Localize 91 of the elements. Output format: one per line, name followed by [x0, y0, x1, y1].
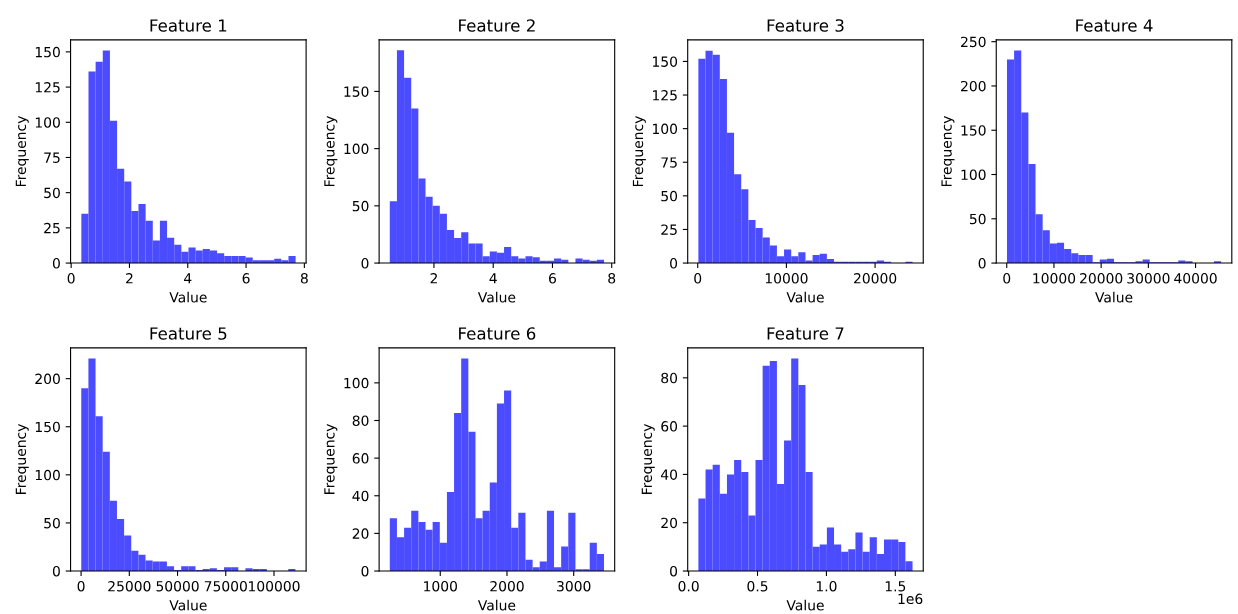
x-tick-label: 1.0	[816, 580, 837, 592]
x-tick-label: 1000	[424, 580, 457, 592]
chart-title: Feature 6	[459, 327, 536, 340]
y-tick-label: 40	[660, 469, 678, 480]
y-tick-label: 60	[661, 421, 678, 432]
y-axis-title: Frequency	[15, 116, 29, 186]
y-tick-label: 20	[661, 517, 678, 529]
y-tick-label: 50	[969, 213, 986, 225]
x-tick-label: 6	[549, 273, 556, 284]
y-axis-title: Frequency	[641, 423, 655, 494]
y-tick-label: 50	[44, 517, 60, 529]
y-tick-label: 100	[961, 169, 986, 180]
y-axis-title: Frequency	[15, 423, 29, 494]
y-tick-label: 20	[352, 528, 369, 539]
y-tick-label: 200	[961, 80, 986, 92]
x-axis-title: Value	[786, 291, 824, 303]
x-tick-label: 8	[300, 273, 308, 284]
x-tick-label: 0	[694, 273, 702, 284]
y-tick-label: 75	[661, 157, 677, 168]
x-tick-label: 2	[430, 273, 437, 284]
text: 1e6	[898, 593, 923, 605]
y-tick-label: 50	[352, 200, 369, 212]
x-axis-title: Value	[169, 599, 207, 611]
x-tick-label: 20000	[854, 273, 897, 284]
x-tick-label: 30000	[1127, 273, 1170, 284]
x-tick-label: 25000	[108, 580, 151, 592]
y-tick-label: 0	[52, 565, 60, 577]
y-tick-label: 150	[344, 86, 369, 97]
x-tick-label: 6	[242, 273, 250, 284]
x-axis-title: Value	[477, 291, 516, 303]
y-tick-label: 25	[661, 224, 677, 235]
y-tick-label: 125	[652, 90, 677, 101]
x-tick-label: 10000	[1033, 273, 1076, 284]
y-tick-label: 50	[661, 190, 678, 202]
chart-title: Feature 1	[150, 19, 227, 32]
x-axis-title: Value	[1095, 291, 1133, 303]
x-axis-title: Value	[786, 599, 824, 611]
y-tick-label: 100	[35, 469, 60, 481]
y-tick-label: 100	[344, 377, 369, 389]
x-axis-title: Value	[169, 291, 207, 303]
chart-title: Feature 2	[459, 19, 535, 32]
y-tick-label: 150	[35, 46, 60, 58]
x-tick-label: 4	[184, 273, 192, 284]
y-tick-label: 60	[352, 453, 369, 464]
x-tick-label: 20000	[1080, 273, 1123, 284]
y-tick-label: 80	[661, 372, 678, 384]
y-tick-label: 125	[35, 82, 60, 93]
y-tick-label: 75	[44, 152, 60, 163]
chart-title: Feature 4	[1076, 19, 1153, 32]
x-tick-label: 2	[126, 273, 133, 284]
y-tick-label: 25	[44, 222, 60, 234]
x-tick-label: 3000	[557, 580, 591, 592]
x-tick-label: 40000	[1174, 273, 1217, 284]
y-tick-label: 200	[35, 373, 60, 385]
y-tick-label: 100	[344, 143, 369, 155]
y-axis-title: Frequency	[941, 116, 955, 186]
x-tick-label: 10000	[765, 273, 808, 284]
x-tick-label: 0	[67, 273, 75, 284]
y-tick-label: 0	[361, 258, 369, 269]
y-tick-label: 150	[35, 421, 60, 433]
y-tick-label: 0	[670, 565, 678, 577]
x-tick-label: 0	[77, 580, 85, 592]
y-tick-label: 0	[670, 258, 678, 269]
x-tick-label: 0.0	[678, 580, 699, 592]
y-axis-title: Frequency	[324, 116, 338, 186]
y-tick-label: 150	[652, 56, 678, 67]
chart-title: Feature 5	[150, 327, 227, 340]
x-tick-label: 0.5	[747, 580, 768, 592]
x-axis-title: Value	[477, 599, 516, 611]
chart-title: Feature 7	[767, 327, 844, 340]
y-tick-label: 0	[978, 258, 986, 269]
y-tick-label: 50	[44, 187, 60, 199]
y-tick-label: 80	[352, 415, 369, 426]
x-tick-label: 0	[1003, 273, 1011, 284]
x-tick-label: 1.5	[885, 581, 906, 592]
y-tick-label: 150	[961, 125, 986, 136]
y-tick-label: 0	[361, 565, 369, 577]
x-tick-label: 100000	[249, 580, 300, 592]
x-tick-label: 2000	[490, 580, 524, 592]
y-tick-label: 250	[961, 36, 986, 48]
x-tick-label: 75000	[204, 580, 247, 592]
y-tick-label: 0	[52, 258, 60, 269]
y-axis-title: Frequency	[324, 423, 338, 494]
x-tick-label: 50000	[156, 580, 199, 592]
y-tick-label: 100	[35, 117, 60, 128]
y-axis-title: Frequency	[632, 116, 646, 186]
x-tick-label: 8	[608, 273, 616, 284]
y-tick-label: 100	[652, 123, 678, 135]
y-tick-label: 40	[352, 490, 369, 502]
x-tick-label: 4	[489, 273, 497, 284]
chart-title: Feature 3	[767, 19, 844, 32]
